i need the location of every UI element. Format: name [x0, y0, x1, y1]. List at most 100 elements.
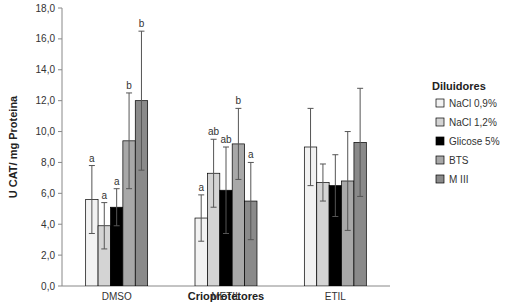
error-bar [320, 164, 326, 201]
error-line [347, 132, 348, 231]
error-cap [332, 216, 338, 217]
legend-swatch [436, 99, 444, 107]
error-cap [345, 131, 351, 132]
y-tick [58, 131, 62, 132]
y-tick-label: 12,0 [36, 95, 56, 106]
error-cap [235, 108, 241, 109]
error-cap [114, 225, 120, 226]
significance-letter: a [198, 182, 204, 193]
error-bar [223, 147, 229, 233]
error-cap [223, 233, 229, 234]
error-line [322, 164, 323, 201]
y-tick-label: 0,0 [41, 281, 55, 292]
legend-label: NaCl 0,9% [449, 98, 497, 109]
error-bar [308, 108, 314, 185]
x-axis-title: Crioprotetores [188, 290, 264, 302]
error-line [213, 139, 214, 207]
significance-letter: ab [220, 134, 232, 145]
y-tick-label: 10,0 [36, 126, 56, 137]
y-tick-label: 6,0 [41, 188, 55, 199]
error-cap [357, 196, 363, 197]
error-bar [211, 139, 217, 207]
error-bar [248, 162, 254, 239]
legend-label: Glicose 5% [449, 136, 500, 147]
legend-label: NaCl 1,2% [449, 117, 497, 128]
error-bar [138, 31, 144, 170]
error-cap [138, 170, 144, 171]
error-bar [114, 189, 120, 226]
bars [86, 31, 367, 286]
error-line [201, 195, 202, 241]
error-bar [357, 88, 363, 196]
error-bar [345, 132, 351, 231]
significance-letter: a [101, 190, 107, 201]
significance-letter: a [248, 149, 254, 160]
significance-letter: ab [208, 126, 220, 137]
error-cap [101, 202, 107, 203]
y-axis-title: U CAT/ mg Proteina [7, 95, 19, 198]
legend-title: Diluidores [432, 80, 486, 92]
significance-letter: a [89, 153, 95, 164]
error-cap [235, 179, 241, 180]
error-line [104, 203, 105, 249]
error-cap [357, 88, 363, 89]
error-line [335, 155, 336, 217]
y-tick [58, 286, 62, 287]
y-tick [58, 69, 62, 70]
error-line [226, 147, 227, 233]
y-tick-label: 2,0 [41, 250, 55, 261]
y-tick-label: 18,0 [36, 3, 56, 14]
y-tick [58, 193, 62, 194]
error-line [238, 108, 239, 179]
error-cap [223, 147, 229, 148]
y-tick [58, 38, 62, 39]
error-cap [138, 31, 144, 32]
error-cap [198, 241, 204, 242]
error-line [129, 93, 130, 189]
error-cap [332, 154, 338, 155]
error-line [310, 108, 311, 185]
y-tick [58, 162, 62, 163]
error-cap [211, 207, 217, 208]
y-tick [58, 224, 62, 225]
labels: aaabbaababba [89, 18, 254, 200]
legend-label: BTS [449, 155, 469, 166]
y-tick [58, 255, 62, 256]
error-cap [320, 163, 326, 164]
x-tick-label: DMSO [102, 291, 132, 302]
error-line [116, 189, 117, 226]
error-line [360, 88, 361, 196]
y-tick [58, 8, 62, 9]
error-cap [211, 139, 217, 140]
error-cap [101, 248, 107, 249]
legend-swatch [436, 175, 444, 183]
error-cap [248, 239, 254, 240]
significance-letter: b [139, 18, 145, 29]
significance-letter: a [114, 176, 120, 187]
error-cap [248, 162, 254, 163]
y-axis [62, 8, 63, 286]
error-cap [198, 194, 204, 195]
y-tick [58, 100, 62, 101]
error-cap [126, 188, 132, 189]
error-cap [308, 185, 314, 186]
error-cap [89, 233, 95, 234]
error-cap [114, 188, 120, 189]
y-tick-label: 14,0 [36, 64, 56, 75]
chart: 0,02,04,06,08,010,012,014,016,018,0aaabb… [0, 0, 513, 304]
legend-swatch [436, 118, 444, 126]
y-tick-label: 8,0 [41, 157, 55, 168]
error-line [141, 31, 142, 170]
error-bar [89, 166, 95, 234]
significance-letter: b [126, 80, 132, 91]
error-line [250, 162, 251, 239]
error-bar [126, 93, 132, 189]
error-cap [320, 201, 326, 202]
legend-swatch [436, 137, 444, 145]
error-cap [345, 230, 351, 231]
legend-label: M III [449, 174, 468, 185]
error-line [91, 166, 92, 234]
error-cap [308, 108, 314, 109]
error-bar [332, 155, 338, 217]
x-tick-label: ETIL [325, 291, 347, 302]
